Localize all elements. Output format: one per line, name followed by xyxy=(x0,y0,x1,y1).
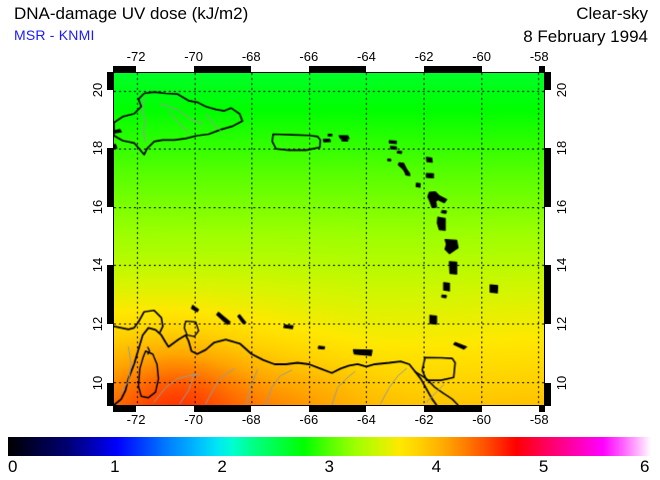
x-tick-label: -70 xyxy=(184,412,204,427)
axis-tick-gap xyxy=(545,89,551,149)
axis-tick-gap xyxy=(545,323,551,383)
colorbar-tick-label: 1 xyxy=(110,457,120,476)
x-tick-label: -70 xyxy=(184,49,204,64)
colorbar-tick-label: 2 xyxy=(217,457,227,476)
condition-label: Clear-sky xyxy=(576,4,648,23)
map-plot-area xyxy=(113,72,545,406)
x-tick-label: -58 xyxy=(529,49,549,64)
source-label: MSR - KNMI xyxy=(14,27,95,43)
x-tick-label: -58 xyxy=(529,412,549,427)
x-tick-label: -62 xyxy=(414,49,434,64)
axis-bar-top xyxy=(113,66,545,72)
y-tick-label: 12 xyxy=(554,316,569,332)
colorbar-gradient xyxy=(8,437,651,456)
y-tick-label: 18 xyxy=(554,140,569,156)
x-tick-label: -68 xyxy=(241,49,261,64)
y-tick-label: 14 xyxy=(90,258,105,273)
uv-dose-heatmap xyxy=(114,73,544,405)
axis-bar-bottom xyxy=(113,406,545,412)
axis-tick-gap xyxy=(481,406,540,412)
x-tick-label: -72 xyxy=(126,412,146,427)
y-tick-label: 20 xyxy=(90,82,105,97)
axis-tick-gap xyxy=(366,66,425,72)
axis-tick-gap xyxy=(251,66,309,72)
axis-tick-gap xyxy=(136,66,194,72)
colorbar-tick-label: 6 xyxy=(640,457,650,476)
colorbar-tick-label: 5 xyxy=(538,457,549,476)
axis-tick-gap xyxy=(481,66,540,72)
x-tick-label: -66 xyxy=(299,412,319,427)
x-tick-label: -72 xyxy=(126,49,146,64)
axis-tick-gap xyxy=(107,89,113,149)
x-tick-label: -62 xyxy=(414,412,434,427)
x-tick-label: -60 xyxy=(472,412,492,427)
axis-tick-gap xyxy=(107,323,113,383)
y-tick-label: 16 xyxy=(90,199,105,214)
colorbar-tick-label: 3 xyxy=(324,457,334,476)
y-tick-label: 16 xyxy=(554,199,569,214)
axis-tick-gap xyxy=(366,406,425,412)
axis-tick-gap xyxy=(545,206,551,266)
y-tick-label: 20 xyxy=(554,82,569,97)
date-label: 8 February 1994 xyxy=(523,27,648,46)
axis-tick-gap xyxy=(136,406,194,412)
x-tick-label: -60 xyxy=(472,49,492,64)
colorbar-tick-label: 4 xyxy=(431,457,442,476)
y-tick-label: 12 xyxy=(90,316,105,332)
x-tick-label: -64 xyxy=(357,412,376,427)
colorbar xyxy=(8,437,651,456)
y-tick-label: 14 xyxy=(554,258,569,273)
x-tick-label: -66 xyxy=(299,49,319,64)
axis-tick-gap xyxy=(251,406,309,412)
y-tick-label: 10 xyxy=(554,375,569,390)
x-tick-label: -68 xyxy=(241,412,261,427)
y-tick-label: 10 xyxy=(90,375,105,390)
y-tick-label: 18 xyxy=(90,140,105,156)
colorbar-tick-label: 0 xyxy=(8,457,18,476)
axis-tick-gap xyxy=(107,206,113,266)
page-title: DNA-damage UV dose (kJ/m2) xyxy=(14,4,249,23)
x-tick-label: -64 xyxy=(357,49,376,64)
